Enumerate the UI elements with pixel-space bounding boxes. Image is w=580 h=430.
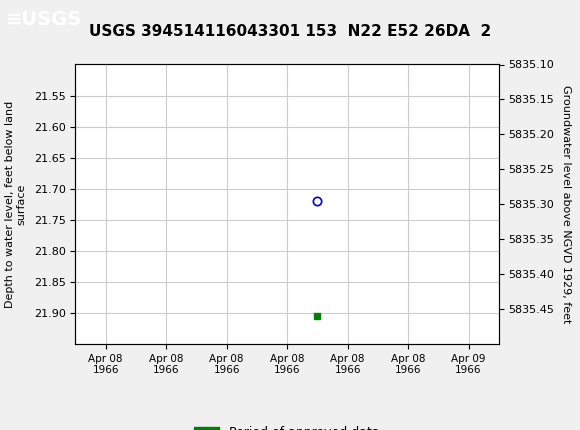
Y-axis label: Groundwater level above NGVD 1929, feet: Groundwater level above NGVD 1929, feet (561, 85, 571, 323)
Text: USGS 394514116043301 153  N22 E52 26DA  2: USGS 394514116043301 153 N22 E52 26DA 2 (89, 24, 491, 39)
Y-axis label: Depth to water level, feet below land
surface: Depth to water level, feet below land su… (5, 101, 27, 308)
Legend: Period of approved data: Period of approved data (189, 421, 385, 430)
Text: ≡USGS: ≡USGS (6, 10, 82, 29)
